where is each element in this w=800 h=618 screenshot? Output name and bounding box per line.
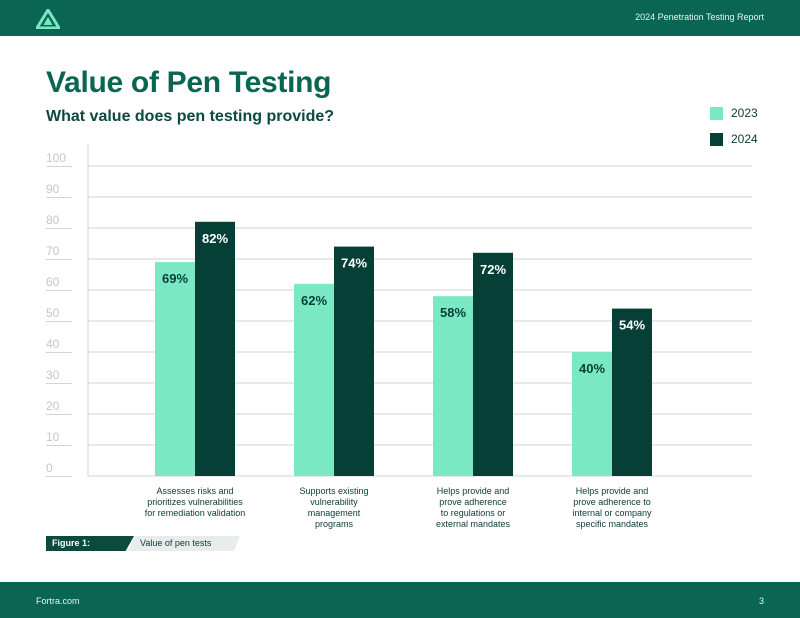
figure-caption-text: Value of pen tests: [128, 536, 240, 551]
y-tick-label: 100: [46, 151, 66, 165]
legend-item-2023: 2023: [710, 106, 758, 120]
x-tick-label: Assesses risks and: [156, 486, 233, 496]
x-tick-label: Helps provide and: [576, 486, 649, 496]
bar-2024: [612, 308, 652, 476]
x-tick-label: management: [308, 508, 361, 518]
bar-2023: [572, 352, 612, 476]
y-tick-label: 50: [46, 306, 60, 320]
x-tick-label: prove adherence: [439, 497, 507, 507]
x-tick-label: vulnerability: [310, 497, 358, 507]
y-tick-label: 60: [46, 275, 60, 289]
bar-chart: 0 10 20 30 40 50 60 70 80 90 100 69% 62% 58% 40% 82% 74%…: [46, 144, 752, 529]
data-label-2024: 54%: [619, 318, 645, 333]
page-title: Value of Pen Testing: [46, 66, 332, 99]
y-tick-label: 20: [46, 399, 60, 413]
bar-2023: [155, 262, 195, 476]
bar-2024: [473, 252, 513, 476]
data-label-2023: 40%: [579, 361, 605, 376]
data-label-2023: 62%: [301, 293, 327, 308]
data-label-2024: 74%: [341, 256, 367, 271]
footer-bar: Fortra.com 3: [0, 582, 800, 618]
legend-swatch-2023: [710, 106, 723, 120]
legend-label-2024: 2024: [731, 132, 758, 146]
bar-2024: [334, 246, 374, 476]
chart-legend: 2023 2024: [710, 106, 758, 158]
bar-2024: [195, 221, 235, 476]
x-tick-label: internal or company: [572, 508, 652, 518]
y-tick-label: 70: [46, 244, 60, 258]
page-number: 3: [758, 596, 764, 606]
data-label-2023: 58%: [440, 305, 466, 320]
page-subtitle: What value does pen testing provide?: [46, 108, 335, 125]
y-tick-label: 40: [46, 337, 60, 351]
legend-label-2023: 2023: [731, 106, 758, 120]
x-tick-label: Supports existing: [299, 486, 368, 496]
data-label-2023: 69%: [162, 271, 188, 286]
bar-2023: [433, 296, 473, 476]
data-label-2024: 72%: [480, 262, 506, 277]
legend-item-2024: 2024: [710, 132, 758, 146]
x-tick-label: programs: [315, 519, 354, 529]
y-tick-label: 30: [46, 368, 60, 382]
report-title: 2024 Penetration Testing Report: [635, 12, 764, 22]
x-tick-label: for remediation validation: [145, 508, 246, 518]
fortra-logo-icon: [36, 9, 60, 29]
x-tick-label: Helps provide and: [437, 486, 510, 496]
x-tick-label: prioritizes vulnerabilities: [147, 497, 243, 507]
legend-swatch-2024: [710, 132, 723, 146]
y-tick-label: 0: [46, 461, 53, 475]
y-tick-label: 10: [46, 430, 60, 444]
data-label-2024: 82%: [202, 231, 228, 246]
x-tick-label: specific mandates: [576, 519, 649, 529]
x-tick-label: external mandates: [436, 519, 511, 529]
footer-site: Fortra.com: [36, 596, 80, 606]
top-bar: 2024 Penetration Testing Report: [0, 0, 800, 36]
y-tick-label: 90: [46, 182, 60, 196]
y-tick-label: 80: [46, 213, 60, 227]
x-tick-label: prove adherence to: [573, 497, 651, 507]
x-tick-label: to regulations or: [441, 508, 506, 518]
bar-2023: [294, 283, 334, 476]
figure-tag: Figure 1:: [46, 536, 126, 551]
